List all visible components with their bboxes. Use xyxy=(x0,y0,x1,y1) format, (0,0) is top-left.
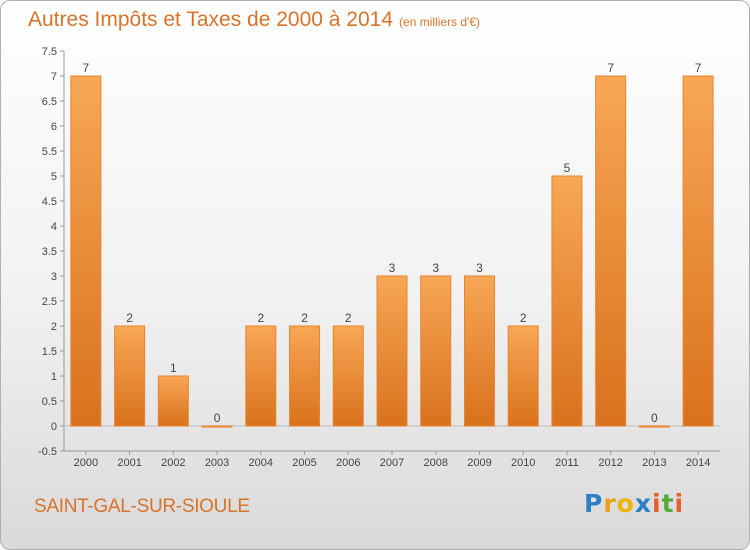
data-label: 2 xyxy=(126,311,133,325)
data-label: 3 xyxy=(432,261,439,275)
bar xyxy=(157,375,189,427)
x-tick-label: 2001 xyxy=(117,457,141,469)
y-tick-label: 7 xyxy=(51,71,57,83)
y-tick-label: 3.5 xyxy=(42,246,57,258)
data-label: 0 xyxy=(651,411,658,425)
bar xyxy=(595,75,627,427)
y-tick-label: 4 xyxy=(51,221,57,233)
bar xyxy=(638,425,670,428)
data-label: 2 xyxy=(301,311,308,325)
x-tick-label: 2012 xyxy=(598,457,622,469)
proxiti-logo[interactable]: Proxiti xyxy=(584,489,684,518)
y-tick-label: -0.5 xyxy=(38,446,57,458)
bar xyxy=(376,275,408,427)
logo-letter: t xyxy=(661,489,675,518)
bar xyxy=(289,325,321,427)
bar xyxy=(420,275,452,427)
x-tick-label: 2006 xyxy=(336,457,360,469)
chart-title: Autres Impôts et Taxes de 2000 à 2014 (en… xyxy=(28,8,480,32)
y-tick-label: 2 xyxy=(51,321,57,333)
y-tick-label: 1 xyxy=(51,371,57,383)
logo-letter: r xyxy=(603,489,617,518)
bar xyxy=(70,75,102,427)
y-tick-label: 1.5 xyxy=(42,346,57,358)
data-label: 7 xyxy=(695,61,702,75)
data-label: 3 xyxy=(476,261,483,275)
bar xyxy=(463,275,495,427)
x-tick-label: 2013 xyxy=(642,457,666,469)
data-label: 7 xyxy=(607,61,614,75)
data-label: 0 xyxy=(214,411,221,425)
logo-letter: i xyxy=(652,489,662,518)
logo-letter: i xyxy=(674,489,685,518)
x-tick-label: 2002 xyxy=(161,457,185,469)
bar xyxy=(201,425,233,428)
y-tick-label: 5 xyxy=(51,171,57,183)
x-tick-label: 2010 xyxy=(511,457,535,469)
logo-letter: P xyxy=(584,489,604,518)
place-name: SAINT-GAL-SUR-SIOULE xyxy=(34,496,250,517)
bar xyxy=(507,325,539,427)
y-tick-label: 0.5 xyxy=(42,396,57,408)
logo-letter: x xyxy=(634,489,652,518)
y-tick-label: 6 xyxy=(51,121,57,133)
data-label: 2 xyxy=(520,311,527,325)
y-tick-label: 0 xyxy=(51,421,57,433)
x-tick-label: 2009 xyxy=(467,457,491,469)
bar xyxy=(332,325,364,427)
y-tick-label: 5.5 xyxy=(42,146,57,158)
logo-letter: o xyxy=(616,489,635,518)
x-tick-label: 2008 xyxy=(423,457,447,469)
x-tick-label: 2003 xyxy=(205,457,229,469)
y-tick-label: 2.5 xyxy=(42,296,57,308)
y-tick-label: 4.5 xyxy=(42,196,57,208)
x-tick-label: 2011 xyxy=(555,457,579,469)
data-label: 3 xyxy=(389,261,396,275)
bar xyxy=(551,175,583,427)
x-tick-label: 2007 xyxy=(380,457,404,469)
data-label: 1 xyxy=(170,361,177,375)
bar xyxy=(245,325,277,427)
title-text: Autres Impôts et Taxes de 2000 à 2014 xyxy=(28,8,394,31)
data-label: 2 xyxy=(257,311,264,325)
x-tick-label: 2014 xyxy=(686,457,710,469)
bar xyxy=(114,325,146,427)
data-label: 7 xyxy=(83,61,90,75)
title-unit: (en milliers d'€) xyxy=(399,15,481,29)
y-tick-label: 7.5 xyxy=(42,46,57,58)
y-tick-label: 6.5 xyxy=(42,96,57,108)
x-tick-label: 2004 xyxy=(249,457,273,469)
data-label: 5 xyxy=(564,161,571,175)
x-tick-label: 2000 xyxy=(74,457,98,469)
x-tick-label: 2005 xyxy=(292,457,316,469)
bar xyxy=(682,75,714,427)
y-tick-label: 3 xyxy=(51,271,57,283)
data-label: 2 xyxy=(345,311,352,325)
